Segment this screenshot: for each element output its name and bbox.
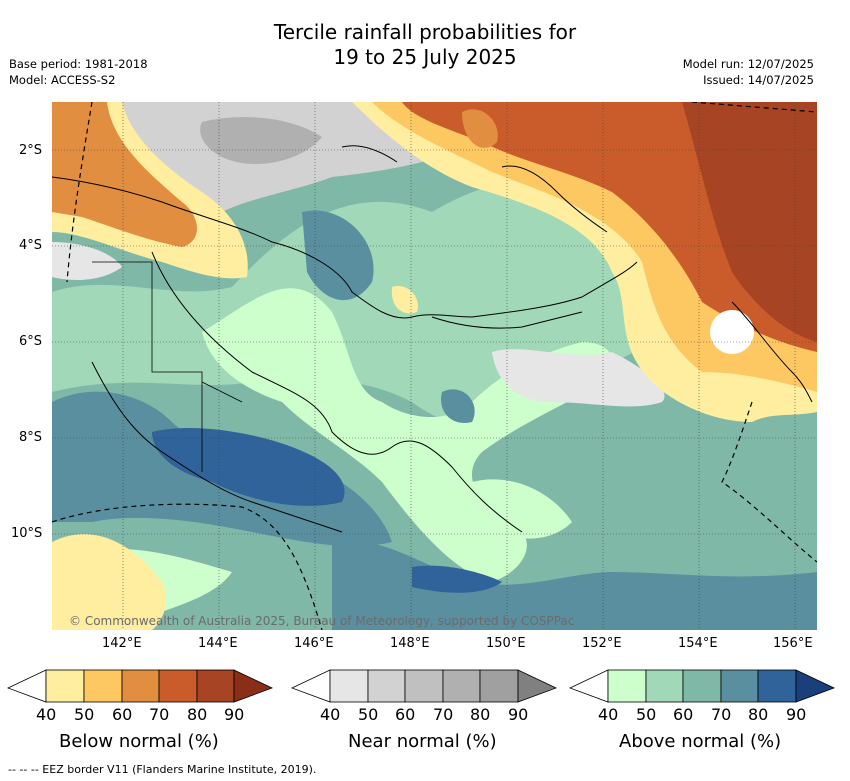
colorbar-above-cell-3 — [682, 669, 722, 703]
colorbar-above-cell-2 — [645, 669, 684, 703]
colorbar-below-cell-6 — [233, 669, 274, 703]
cb-near-tick-60: 60 — [395, 705, 416, 724]
cb-below-tick-80: 80 — [187, 705, 208, 724]
colorbar-below-cell-4 — [158, 669, 198, 703]
lat-label-4s: 4°S — [19, 238, 43, 253]
map-svg — [52, 102, 817, 630]
colorbar-below — [6, 669, 274, 703]
lon-label-152e: 152°E — [582, 636, 622, 651]
shade-above-50-ridge — [202, 288, 613, 582]
meta-left: Base period: 1981-2018 Model: ACCESS-S2 — [9, 56, 148, 88]
colorbar-below-cell-1 — [45, 669, 85, 703]
shade-above-50-east — [472, 479, 572, 539]
colorbar-near — [290, 669, 558, 703]
colorbar-above-cell-0 — [568, 669, 609, 703]
base-period-label: Base period: 1981-2018 — [9, 57, 148, 71]
cb-above-tick-80: 80 — [748, 705, 769, 724]
colorbar-below-cell-2 — [83, 669, 123, 703]
lat-label-8s: 8°S — [19, 430, 43, 445]
colorbar-near-cell-4 — [442, 669, 481, 703]
shade-above-90-south — [412, 565, 502, 593]
cb-below-tick-70: 70 — [149, 705, 170, 724]
gridlines — [52, 102, 817, 630]
lon-label-144e: 144°E — [198, 636, 238, 651]
cb-near-tick-80: 80 — [470, 705, 491, 724]
colorbar-near-cell-2 — [367, 669, 406, 703]
colorbar-near-title: Near normal (%) — [348, 731, 497, 752]
lon-label-156e: 156°E — [773, 636, 813, 651]
cb-above-tick-50: 50 — [636, 705, 657, 724]
cb-above-tick-90: 90 — [786, 705, 807, 724]
cb-above-tick-70: 70 — [711, 705, 732, 724]
shade-above-90-sw — [152, 427, 345, 506]
cb-near-tick-70: 70 — [433, 705, 454, 724]
lon-label-154e: 154°E — [678, 636, 718, 651]
colorbar-below-cell-3 — [121, 669, 160, 703]
cb-below-tick-40: 40 — [36, 705, 57, 724]
colorbar-above — [568, 669, 836, 703]
issued-label: Issued: 14/07/2025 — [703, 73, 814, 87]
map-title-line2: 19 to 25 July 2025 — [333, 45, 517, 69]
shade-near-west — [52, 242, 122, 280]
lat-label-6s: 6°S — [19, 334, 43, 349]
shade-above-80-mid — [302, 210, 374, 301]
colorbar-near-cell-0 — [290, 669, 331, 703]
model-run-label: Model run: 12/07/2025 — [682, 57, 814, 71]
colorbar-below-cell-5 — [196, 669, 235, 703]
colorbar-above-cell-5 — [757, 669, 797, 703]
colorbar-near-cell-3 — [404, 669, 444, 703]
shade-below-40-center — [391, 286, 418, 314]
cb-above-tick-40: 40 — [598, 705, 619, 724]
lat-label-10s: 10°S — [11, 526, 43, 541]
colorbar-near-cell-1 — [329, 669, 369, 703]
cb-above-tick-60: 60 — [673, 705, 694, 724]
lon-label-146e: 146°E — [294, 636, 334, 651]
cb-below-tick-60: 60 — [112, 705, 133, 724]
cb-near-tick-40: 40 — [320, 705, 341, 724]
colorbar-above-cell-1 — [607, 669, 647, 703]
eez-borders — [52, 102, 817, 630]
colorbar-above-title: Above normal (%) — [619, 731, 782, 752]
colorbar-near-cell-5 — [479, 669, 519, 703]
colorbars-svg — [6, 669, 836, 703]
shade-below-80-ne — [682, 102, 817, 342]
cb-near-tick-90: 90 — [508, 705, 529, 724]
eez-footnote: -- -- -- EEZ border V11 (Flanders Marine… — [8, 763, 317, 776]
shade-above-80-se — [332, 540, 817, 630]
meta-right: Model run: 12/07/2025 Issued: 14/07/2025 — [683, 56, 814, 88]
shade-above-80-center — [441, 389, 475, 423]
colorbar-above-cell-6 — [795, 669, 836, 703]
shade-below-70-ne-tip — [462, 109, 498, 148]
lon-label-142e: 142°E — [102, 636, 142, 651]
map-title-line1: Tercile rainfall probabilities for — [273, 20, 577, 44]
lat-label-2s: 2°S — [19, 143, 43, 158]
lon-label-148e: 148°E — [390, 636, 430, 651]
shade-near-north-dark — [200, 117, 322, 165]
colorbar-near-cell-6 — [517, 669, 558, 703]
colorbar-below-cell-0 — [6, 669, 47, 703]
shade-ne-island-white — [710, 310, 754, 354]
cb-near-tick-50: 50 — [358, 705, 379, 724]
shade-near-east — [492, 349, 665, 407]
borders — [92, 261, 243, 472]
shade-below-40-sw — [52, 534, 167, 630]
colorbar-below-title: Below normal (%) — [59, 731, 219, 752]
coastlines — [52, 145, 813, 533]
cb-below-tick-90: 90 — [224, 705, 245, 724]
model-label: Model: ACCESS-S2 — [9, 73, 116, 87]
copyright-text: © Commonwealth of Australia 2025, Bureau… — [69, 614, 575, 628]
shade-below-60-west — [52, 102, 197, 247]
colorbar-above-cell-4 — [720, 669, 759, 703]
cb-below-tick-50: 50 — [74, 705, 95, 724]
lon-label-150e: 150°E — [486, 636, 526, 651]
forecast-map — [52, 102, 817, 630]
